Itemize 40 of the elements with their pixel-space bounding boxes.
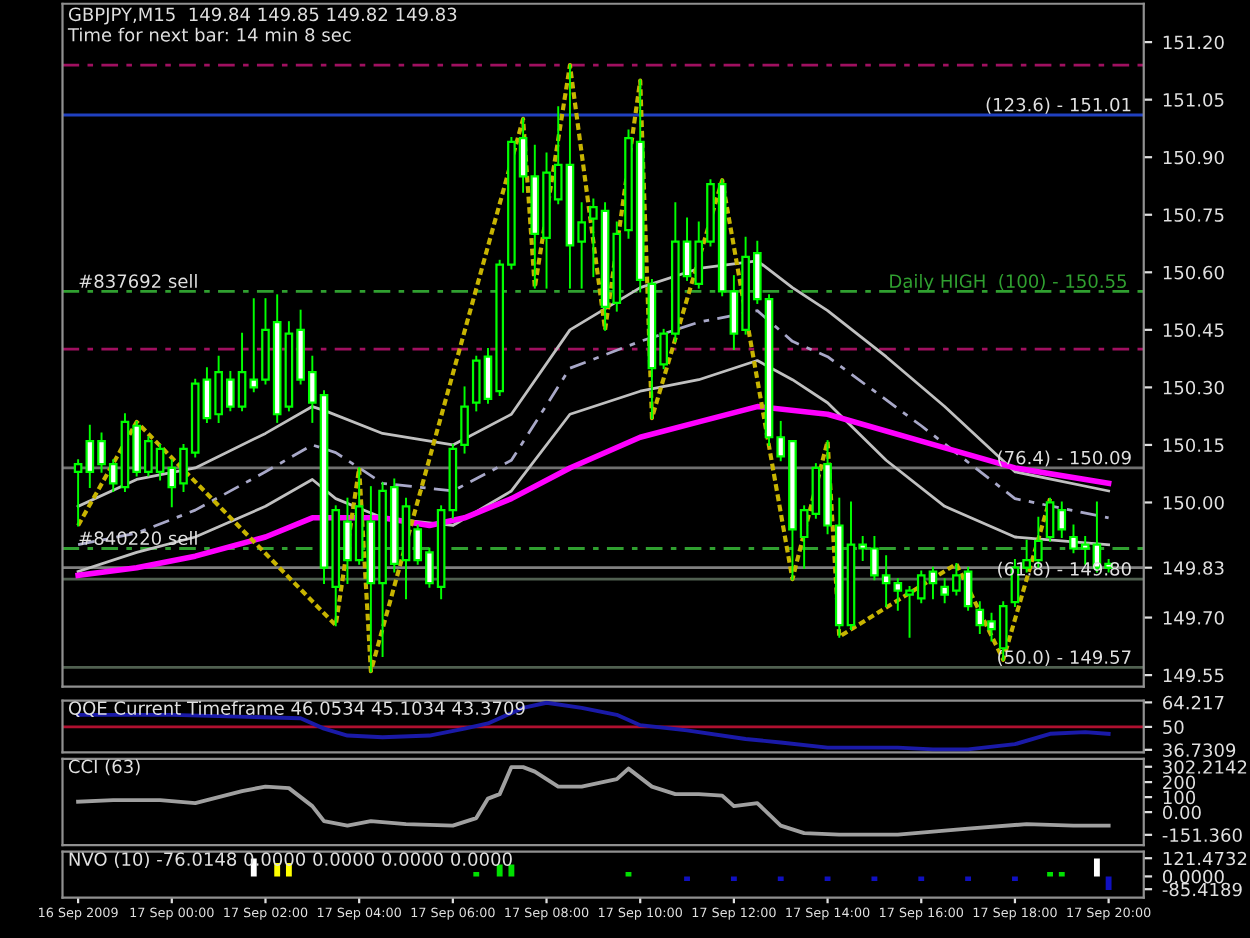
y-tick-label: 149.70 — [1163, 611, 1224, 625]
y-tick-label: -85.4189 — [1162, 882, 1242, 897]
y-tick-label: 150.30 — [1163, 380, 1224, 395]
y-tick-label: 150.45 — [1163, 323, 1224, 337]
bar — [1047, 871, 1053, 877]
annotation: (50.0) - 149.57 — [998, 649, 1131, 667]
y-tick-label: 50 — [1163, 720, 1184, 735]
y-tick-label: 0.0000 — [1163, 869, 1224, 884]
y-tick-label: 151.20 — [1163, 35, 1224, 50]
y-tick-label: 121.4732 — [1163, 851, 1247, 866]
y-tick-label: 0.00 — [1163, 805, 1201, 820]
y-tick-label: 150.15 — [1163, 438, 1224, 453]
y-tick-label: 151.05 — [1163, 93, 1224, 107]
y-tick-label: 149.55 — [1163, 668, 1224, 683]
y-tick-label: 36.7309 — [1163, 743, 1236, 757]
bar — [1105, 876, 1112, 890]
y-tick-label: 302.2142 — [1163, 760, 1247, 774]
y-tick-label: 149.83 — [1163, 561, 1224, 575]
ref-line-label: Daily HIGH (100) - 150.55 — [890, 274, 1126, 292]
chart-title: NVO (10) -76.0148 0.0000 0.0000 0.0000 0.0000 — [69, 851, 512, 869]
bar — [496, 864, 503, 877]
y-tick-label: -151.360 — [1162, 828, 1242, 842]
y-tick-label: 150.60 — [1163, 265, 1224, 280]
bar — [1058, 871, 1065, 877]
y-tick-label: 150.90 — [1163, 150, 1224, 165]
annotation: (123.6) - 151.01 — [986, 97, 1131, 114]
y-tick-label: 64.217 — [1163, 695, 1224, 710]
y-tick-label: 100 — [1163, 790, 1196, 805]
candlestick — [460, 386, 469, 454]
chart-title: CCI (63) — [68, 759, 140, 776]
annotation: #837692 sell — [79, 274, 197, 288]
line-series — [76, 63, 1053, 674]
y-tick-label: 200 — [1163, 775, 1196, 790]
y-tick-label: 150.75 — [1163, 208, 1224, 222]
chart-title: GBPJPY,M15 149.84 149.85 149.82 149.83 — [68, 7, 457, 25]
bar — [1093, 858, 1100, 877]
bar — [473, 871, 480, 877]
bar — [508, 864, 515, 877]
y-tick-label: 150.00 — [1163, 495, 1224, 510]
text: Time for next bar: 14 min 8 sec — [67, 27, 351, 42]
